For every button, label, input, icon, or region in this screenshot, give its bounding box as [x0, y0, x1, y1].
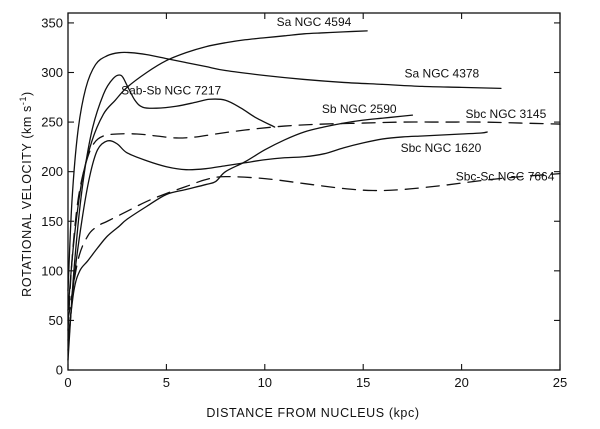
y-tick-label: 0: [56, 363, 63, 378]
plot-frame: [67, 12, 561, 371]
y-tick-label: 300: [41, 65, 63, 80]
curve-sb-ngc-2590: [67, 114, 414, 341]
curve-label: Sab-Sb NGC 7217: [121, 83, 221, 97]
curve-label: Sb NGC 2590: [322, 102, 397, 116]
y-axis-title-main: ROTATIONAL VELOCITY (km s: [20, 105, 34, 297]
y-axis-title: ROTATIONAL VELOCITY (km s-1): [18, 91, 34, 297]
x-tick-label: 25: [553, 375, 567, 390]
curve-sab-sb-ngc-7217: [67, 74, 276, 361]
curve-label: Sa NGC 4594: [277, 15, 352, 29]
curve-label: Sbc-Sc NGC 7664: [456, 170, 555, 184]
curve-sa-ngc-4378: [67, 51, 502, 292]
y-axis-title-sup: -1: [18, 96, 28, 105]
y-tick-label: 200: [41, 164, 63, 179]
y-tick-label: 250: [41, 115, 63, 130]
x-tick-label: 10: [258, 375, 272, 390]
x-axis-title: DISTANCE FROM NUCLEUS (kpc): [206, 406, 419, 420]
curve-sbc-ngc-1620: [67, 131, 488, 351]
x-tick-label: 20: [454, 375, 468, 390]
curve-label: Sa NGC 4378: [405, 66, 480, 80]
y-axis-title-close: ): [20, 91, 34, 96]
x-tick-label: 15: [356, 375, 370, 390]
curve-label: Sbc NGC 3145: [466, 107, 547, 121]
y-tick-label: 50: [49, 313, 63, 328]
curve-sbc-ngc-3145: [67, 121, 561, 331]
y-tick-label: 100: [41, 263, 63, 278]
x-tick-label: 0: [64, 375, 71, 390]
curve-label: Sbc NGC 1620: [401, 141, 482, 155]
y-tick-label: 150: [41, 214, 63, 229]
curve-sa-ngc-4594: [67, 30, 368, 312]
x-tick-label: 5: [163, 375, 170, 390]
curve-sbc-sc-ngc-7664: [67, 173, 561, 322]
y-tick-label: 350: [41, 15, 63, 30]
